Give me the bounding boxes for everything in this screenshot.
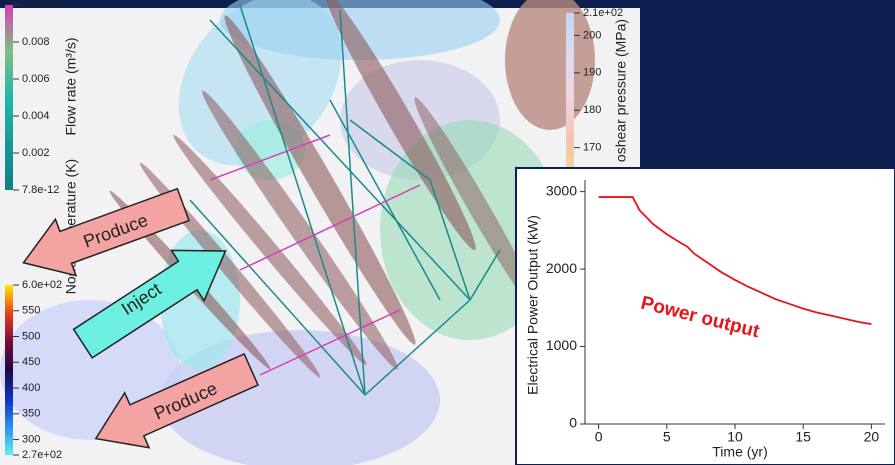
y-tick-label: 1000 bbox=[546, 337, 577, 353]
colorbar-tick-label: 1.0e-02 bbox=[22, 0, 59, 11]
colorbar-tick-label: 170 bbox=[583, 142, 601, 154]
x-tick-label: 20 bbox=[864, 429, 880, 445]
colorbar-tick-label: 190 bbox=[583, 67, 601, 79]
y-tick-label: 3000 bbox=[546, 182, 577, 198]
colorbar-tick-label: 0.004 bbox=[22, 110, 50, 122]
figure: 1.0e-02 0.008 0.006 0.004 0.002 7.8e-12 Flow r… bbox=[0, 0, 895, 465]
colorbar-tick-label: 400 bbox=[22, 382, 40, 394]
colorbar-tick-label: 300 bbox=[22, 433, 40, 445]
x-tick-label: 0 bbox=[595, 429, 603, 445]
colorbar-title: Flow rate (m³/s) bbox=[63, 38, 79, 136]
y-tick-label: 2000 bbox=[546, 260, 577, 276]
colorbar-tick-label: 500 bbox=[22, 330, 40, 342]
x-tick-label: 5 bbox=[663, 429, 671, 445]
colorbar-title: oshear pressure (MPa) bbox=[613, 19, 629, 162]
y-tick-label: 0 bbox=[569, 415, 577, 431]
colorbar bbox=[566, 13, 574, 185]
colorbar-tick-label: 2.7e+02 bbox=[22, 449, 62, 461]
colorbar-tick-label: 7.8e-12 bbox=[22, 184, 59, 196]
colorbar-tick-label: 0.008 bbox=[22, 36, 50, 48]
colorbar-tick-label: 450 bbox=[22, 356, 40, 368]
colorbar-tick-label: 180 bbox=[583, 104, 601, 116]
colorbar-tick-label: 0.006 bbox=[22, 73, 50, 85]
colorbar-tick-label: 350 bbox=[22, 408, 40, 420]
y-axis-label: Electrical Power Output (kW) bbox=[525, 215, 541, 395]
colorbar-tick-label: 200 bbox=[583, 29, 601, 41]
colorbar-tick-label: 0.002 bbox=[22, 147, 50, 159]
colorbar bbox=[5, 285, 13, 455]
x-tick-label: 15 bbox=[795, 429, 811, 445]
x-axis-label: Time (yr) bbox=[712, 444, 767, 460]
colorbar-tick-label: 6.0e+02 bbox=[22, 279, 62, 291]
x-tick-label: 10 bbox=[727, 429, 743, 445]
colorbar bbox=[5, 5, 13, 190]
colorbar-tick-label: 2.1e+02 bbox=[583, 7, 623, 19]
colorbar-tick-label: 550 bbox=[22, 305, 40, 317]
